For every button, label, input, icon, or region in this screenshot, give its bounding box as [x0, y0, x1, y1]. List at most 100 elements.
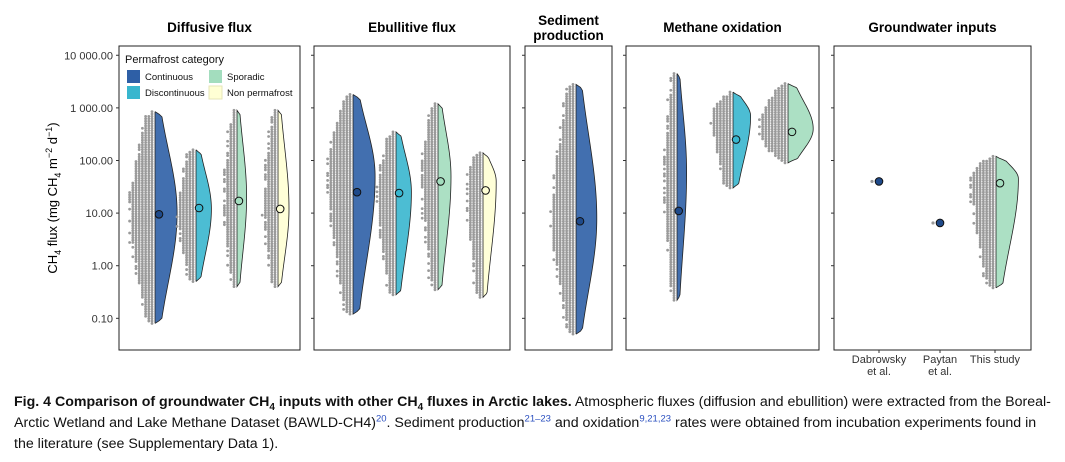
data-dot — [985, 205, 988, 208]
data-dot — [430, 262, 434, 265]
data-dot — [191, 215, 195, 219]
data-dot — [770, 115, 774, 119]
data-dot — [128, 193, 132, 197]
data-dot — [191, 227, 195, 231]
data-dot — [388, 240, 392, 244]
data-dot — [141, 252, 144, 256]
data-dot — [150, 283, 154, 287]
data-dot — [329, 169, 333, 173]
data-dot — [472, 228, 475, 232]
data-dot — [427, 226, 430, 230]
data-dot — [382, 250, 385, 254]
data-dot — [182, 244, 185, 248]
data-dot — [144, 193, 148, 197]
data-dot — [150, 155, 154, 159]
data-dot — [232, 182, 236, 186]
data-dot — [345, 224, 349, 228]
data-dot — [182, 217, 185, 221]
data-dot — [430, 176, 434, 180]
data-dot — [991, 236, 995, 240]
data-dot — [571, 123, 575, 127]
data-dot — [141, 186, 144, 190]
legend-swatch — [208, 85, 223, 100]
data-dot — [433, 176, 437, 180]
data-dot — [378, 195, 382, 198]
data-dot — [672, 143, 676, 147]
data-dot — [385, 264, 388, 268]
data-dot — [273, 192, 277, 196]
data-dot — [134, 169, 138, 173]
data-dot — [672, 177, 676, 180]
data-dot — [555, 169, 559, 173]
data-dot — [342, 116, 345, 120]
data-dot — [385, 243, 388, 246]
data-dot — [329, 183, 333, 187]
data-dot — [562, 234, 565, 238]
data-dot — [988, 238, 992, 242]
data-dot — [555, 263, 559, 266]
data-dot — [226, 232, 230, 236]
data-dot — [988, 212, 992, 216]
data-dot — [433, 240, 437, 244]
data-dot — [229, 204, 233, 208]
data-dot — [339, 136, 342, 139]
data-dot — [672, 124, 676, 128]
data-dot — [391, 159, 395, 163]
data-dot — [329, 188, 333, 192]
data-dot — [568, 277, 572, 281]
data-dot — [134, 267, 138, 271]
data-dot — [141, 164, 144, 168]
data-dot — [719, 138, 722, 142]
data-dot — [273, 211, 277, 215]
data-dot — [565, 287, 568, 290]
data-dot — [267, 197, 270, 200]
data-dot — [975, 169, 979, 173]
data-dot — [147, 248, 151, 252]
data-dot — [144, 169, 148, 173]
caption-ref-3[interactable]: 9,21,23 — [639, 413, 672, 425]
data-dot — [147, 157, 151, 161]
data-dot — [147, 141, 151, 144]
data-dot — [975, 205, 979, 208]
data-dot — [672, 251, 676, 254]
data-dot — [430, 152, 434, 156]
caption-ref-2[interactable]: 21–23 — [524, 413, 551, 425]
data-dot — [335, 238, 339, 242]
data-dot — [666, 169, 669, 173]
data-dot — [267, 158, 270, 162]
data-dot — [229, 225, 233, 229]
data-dot — [568, 176, 572, 180]
data-dot — [672, 110, 676, 114]
data-dot — [985, 272, 988, 275]
data-dot — [672, 263, 676, 266]
data-dot — [264, 235, 267, 238]
data-dot — [669, 267, 673, 271]
data-dot — [770, 142, 774, 146]
mean-marker — [234, 196, 244, 206]
data-dot — [568, 222, 572, 226]
data-dot — [728, 181, 732, 185]
legend-item: Sporadic — [209, 70, 265, 83]
violin-shape — [482, 151, 497, 299]
data-dot — [433, 252, 437, 256]
data-dot — [985, 257, 988, 261]
data-dot — [975, 195, 979, 199]
data-dot — [150, 272, 154, 275]
data-dot — [232, 220, 236, 224]
data-dot — [568, 188, 572, 192]
data-dot — [728, 102, 732, 106]
data-dot — [669, 112, 673, 116]
caption-ref-1[interactable]: 20 — [375, 413, 387, 425]
data-dot — [388, 204, 392, 208]
data-dot — [725, 136, 729, 140]
data-dot — [991, 274, 995, 278]
data-dot — [150, 295, 154, 299]
data-dot — [339, 269, 342, 273]
data-dot — [568, 289, 572, 293]
data-dot — [147, 274, 151, 278]
data-dot — [191, 241, 195, 245]
data-dot — [672, 141, 676, 145]
data-dot — [385, 168, 388, 172]
data-dot — [433, 219, 437, 222]
data-dot — [188, 260, 192, 264]
